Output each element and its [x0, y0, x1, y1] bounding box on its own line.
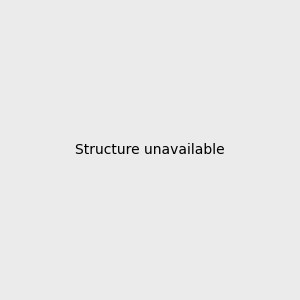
Text: Structure unavailable: Structure unavailable — [75, 143, 225, 157]
